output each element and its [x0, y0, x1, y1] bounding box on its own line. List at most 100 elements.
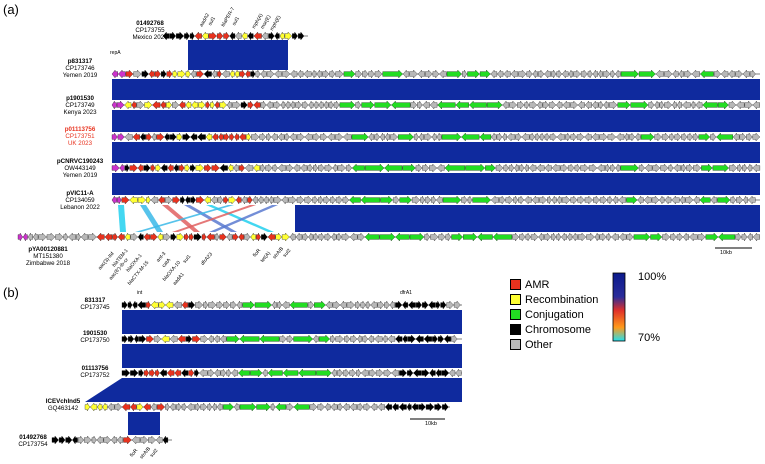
track-b0-gene-30 [355, 300, 361, 310]
track-a5-gene-4 [137, 195, 146, 205]
track-b2-gene-21 [267, 368, 283, 378]
track-a3-gene-16 [218, 132, 224, 142]
track-a1-gene-82 [714, 69, 721, 79]
track-b1-gene-3 [138, 334, 147, 344]
track-b3-gene-3 [102, 402, 108, 412]
track-a3-gene-14 [205, 132, 213, 142]
track-a5-gene-80 [693, 195, 700, 205]
track-a5-gene-8 [165, 195, 173, 205]
track-b4-gene-2 [65, 435, 73, 445]
track-a5-gene-30 [304, 195, 313, 205]
track-a4-gene-40 [402, 163, 416, 173]
track-a2-gene-47 [455, 100, 469, 110]
track-b0-gene-4 [146, 300, 151, 310]
panel-label-a: (a) [3, 2, 19, 17]
track-a2-gene-32 [313, 100, 319, 110]
track-b0-gene-1 [127, 300, 133, 310]
track-a2-gene-8 [166, 100, 172, 110]
track-b3-gene-21 [216, 402, 223, 412]
track-a1-gene-33 [322, 69, 330, 79]
track-a3-gene-37 [368, 132, 375, 142]
track-a2-gene-60 [570, 100, 578, 110]
track-a5-gene-66 [593, 195, 600, 205]
track-b1-gene-17 [259, 334, 280, 344]
track-a2-gene-56 [542, 100, 549, 110]
track-a5-gene-39 [380, 195, 393, 205]
track-b1-gene-2 [134, 334, 139, 344]
track-a6-gene-78 [586, 232, 595, 242]
track-b0-gene-15 [223, 300, 230, 310]
track-a6-gene-41 [281, 232, 290, 242]
track-b3-gene-25 [256, 402, 271, 412]
track-b1-gene-27 [357, 334, 363, 344]
track-a5-gene-67 [599, 195, 608, 205]
track-b1-gene-31 [382, 334, 388, 344]
track-a1-gene-81 [700, 69, 714, 79]
track-a5-gene-9 [172, 195, 180, 205]
track-a3-gene-17 [223, 132, 230, 142]
track-b3-gene-29 [293, 402, 310, 412]
legend-swatch-amr [510, 279, 521, 290]
track-a6-gene-37 [256, 232, 261, 242]
track-a2-gene-16 [214, 100, 220, 110]
track-a4-gene-64 [605, 163, 610, 173]
track-a1-gene-45 [425, 69, 433, 79]
track-a4-gene-6 [150, 163, 156, 173]
track-a5-gene-86 [743, 195, 748, 205]
track-a2-gene-38 [355, 100, 362, 110]
track-a6-gene-28 [201, 232, 207, 242]
track-a5-gene-27 [281, 195, 289, 205]
track-a4-gene-42 [422, 163, 429, 173]
track-a0-gene-15 [261, 31, 269, 41]
track-b0-gene-12 [203, 300, 209, 310]
track-b0-gene-8 [173, 300, 182, 310]
track-a1-gene-23 [255, 69, 261, 79]
track-a1-gene-66 [580, 69, 588, 79]
track-b1-gene-35 [407, 334, 416, 344]
track-a6-gene-61 [445, 232, 452, 242]
link-b1-b2 [122, 344, 462, 368]
track-a6-gene-26 [189, 232, 194, 242]
track-b0-gene-7 [165, 300, 174, 310]
track-a4-gene-17 [219, 163, 228, 173]
track-b2-gene-9 [181, 368, 189, 378]
track-b3-gene-42 [392, 402, 399, 412]
track-a6-gene-1 [23, 232, 28, 242]
track-b0-gene-18 [242, 300, 255, 310]
track-a5-gene-70 [618, 195, 627, 205]
track-a3-gene-59 [539, 132, 545, 142]
track-b0-gene-28 [340, 300, 347, 310]
track-b3-gene-40 [377, 402, 385, 412]
track-b0-gene-3 [137, 300, 146, 310]
track-a5-gene-72 [637, 195, 644, 205]
track-a4-gene-74 [681, 163, 687, 173]
track-a6-gene-91 [689, 232, 698, 242]
track-a1-gene-49 [462, 69, 468, 79]
track-a5-gene-29 [296, 195, 305, 205]
track-a6-gene-15 [117, 232, 125, 242]
track-b3-gene-2 [97, 402, 103, 412]
track-a3-gene-82 [698, 132, 710, 142]
track-b2-gene-34 [391, 368, 399, 378]
track-a5-gene-21 [247, 195, 253, 205]
track-a0-gene-0 [162, 31, 170, 41]
track-a2-gene-68 [630, 100, 649, 110]
track-b0-gene-0 [121, 300, 128, 310]
track-a1-gene-17 [221, 69, 230, 79]
track-a1-gene-35 [335, 69, 344, 79]
track-b0-gene-40 [416, 300, 422, 310]
gene-label-dfrA1: dfrA1 [400, 290, 412, 296]
track-a3-gene-26 [278, 132, 285, 142]
track-a2-gene-22 [253, 100, 261, 110]
track-b2-gene-29 [356, 368, 361, 378]
track-a2-gene-66 [609, 100, 618, 110]
track-a3-gene-22 [251, 132, 260, 142]
track-a3-gene-68 [599, 132, 608, 142]
track-b2-gene-8 [174, 368, 182, 378]
track-a3-gene-49 [461, 132, 480, 142]
track-a6-gene-84 [626, 232, 634, 242]
track-a6-gene-23 [170, 232, 177, 242]
track-a6-gene-97 [747, 232, 753, 242]
track-a6-gene-92 [697, 232, 706, 242]
track-a1-gene-28 [290, 69, 298, 79]
